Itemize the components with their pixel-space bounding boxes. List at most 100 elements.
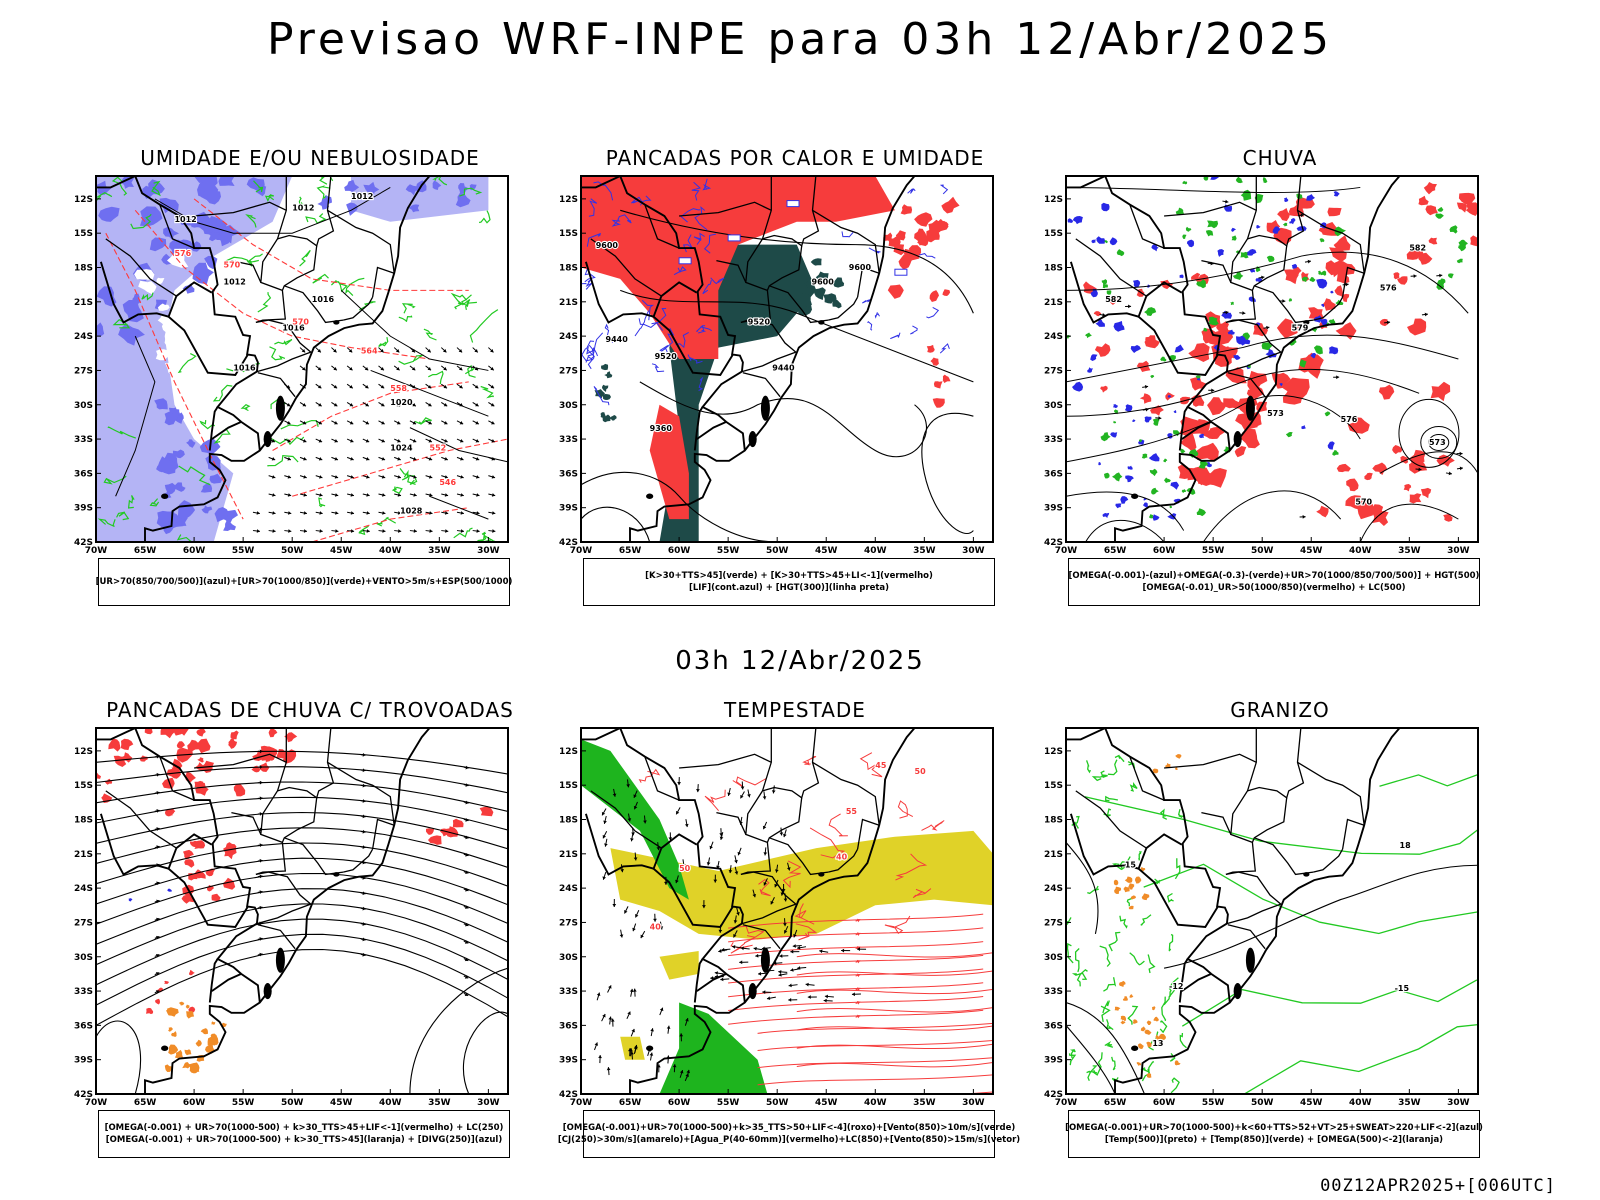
weather-area (942, 374, 951, 383)
temp850-contour (1147, 954, 1156, 974)
weather-area (1128, 905, 1134, 910)
lon-label: 60W (183, 546, 206, 556)
lat-label: 30S (559, 953, 578, 963)
wind-vector-head (491, 457, 495, 461)
wind-vector-head (301, 366, 306, 371)
lon-label: 30W (1447, 1098, 1470, 1108)
lif-contour (687, 354, 703, 364)
map-layer: 9600 9600 9600 9520 9520 9440 9440 9360 (581, 176, 974, 542)
lat-label: 42S (74, 1090, 93, 1100)
state-border (159, 204, 195, 249)
omega-area (1173, 410, 1177, 414)
state-border (740, 728, 772, 876)
lat-label: 33S (74, 435, 93, 445)
lat-label: 33S (559, 435, 578, 445)
lif-label-box (727, 234, 741, 242)
weather-area (796, 292, 812, 308)
temp850-contour (1068, 1053, 1077, 1066)
wind-vector-head (603, 820, 607, 824)
lat-label: 15S (1044, 229, 1063, 239)
humidity-contour (177, 353, 197, 374)
weather-area (1277, 208, 1290, 222)
legend-line: [OMEGA(-0.001) + UR>70(1000-500) + k>30_… (105, 1135, 503, 1145)
wind-vector-head (156, 935, 160, 940)
wind-vector-head (155, 972, 160, 976)
temp850-contour (1159, 1020, 1168, 1034)
weather-area (823, 293, 837, 304)
weather-area (1118, 980, 1126, 987)
wind-vector-head (819, 949, 823, 954)
humidity-contour (428, 370, 444, 385)
contour-label: 1016 (233, 363, 256, 372)
lon-label: 45W (330, 1098, 353, 1108)
state-border (1254, 837, 1314, 876)
wind-vector-head (428, 475, 433, 479)
contour-label: 576 (1380, 283, 1397, 292)
wind-vector-head (445, 529, 449, 533)
wind-vector-head (362, 753, 366, 757)
wind-vector-head (365, 384, 369, 389)
isobar (154, 187, 391, 234)
lif-contour (910, 325, 918, 335)
weather-area (230, 730, 239, 740)
weather-area (1113, 879, 1119, 886)
lat-label: 18S (559, 264, 578, 274)
weather-area (96, 772, 101, 779)
lat-label: 30S (74, 953, 93, 963)
weather-area (926, 229, 940, 243)
wind-vector-head (659, 1007, 664, 1012)
country-border (99, 261, 169, 324)
wind-vector-head (734, 871, 739, 875)
lif-contour (698, 377, 704, 391)
wind-vector-head (464, 957, 469, 962)
omega-area (1160, 356, 1167, 362)
wind-vector-head (317, 384, 322, 389)
wind-vector-head (319, 511, 323, 515)
omega-area (1240, 251, 1249, 259)
wind-vector-head (460, 493, 464, 497)
weather-area (164, 808, 175, 817)
weather-area (1372, 510, 1389, 526)
wind-vector-head (302, 403, 306, 407)
omega-area (1288, 298, 1292, 302)
thickness-contour (292, 438, 508, 497)
wind-vector-head (797, 966, 801, 970)
contour-label: 18 (1400, 841, 1412, 850)
omega-area (1113, 321, 1125, 332)
lon-label: 35W (913, 1098, 936, 1108)
legend-line: [UR>70(850/700/500)](azul)+[UR>70(1000/8… (95, 577, 513, 587)
humidity-contour (398, 315, 413, 322)
weather-area (186, 1010, 195, 1019)
weather-area (1110, 295, 1121, 305)
wind-vector-head (475, 421, 479, 425)
wind-vector-head (783, 833, 787, 838)
wind-vector-head (259, 765, 263, 769)
contour-label: 570 (1355, 497, 1372, 506)
humidity-contour (151, 180, 161, 197)
weather-area (184, 1049, 192, 1056)
thickness-contour (272, 381, 469, 451)
wind-vector-head (734, 859, 738, 864)
wind-vector-head (856, 1001, 861, 1005)
streamline (96, 796, 508, 831)
weather-area (171, 1031, 177, 1037)
lon-label: 40W (1349, 546, 1372, 556)
wind-vector-head (1266, 325, 1270, 330)
streamline (96, 872, 508, 925)
wind-vector-head (612, 793, 617, 797)
wind-vector-head (411, 366, 416, 371)
weather-area (96, 286, 117, 307)
state-border (1227, 924, 1266, 950)
wind-vector-head (650, 1028, 654, 1032)
weather-area (195, 1039, 202, 1047)
omega-area (1095, 319, 1105, 327)
country-border (211, 421, 242, 440)
wind-vector-head (334, 493, 339, 497)
weather-area (211, 893, 221, 902)
wind-vector-head (288, 511, 292, 515)
weather-area (218, 176, 235, 186)
humidity-contour (398, 354, 425, 365)
lon-label: 70W (85, 1098, 108, 1108)
wind-vector-head (719, 833, 724, 837)
wind-vector-head (856, 918, 861, 923)
